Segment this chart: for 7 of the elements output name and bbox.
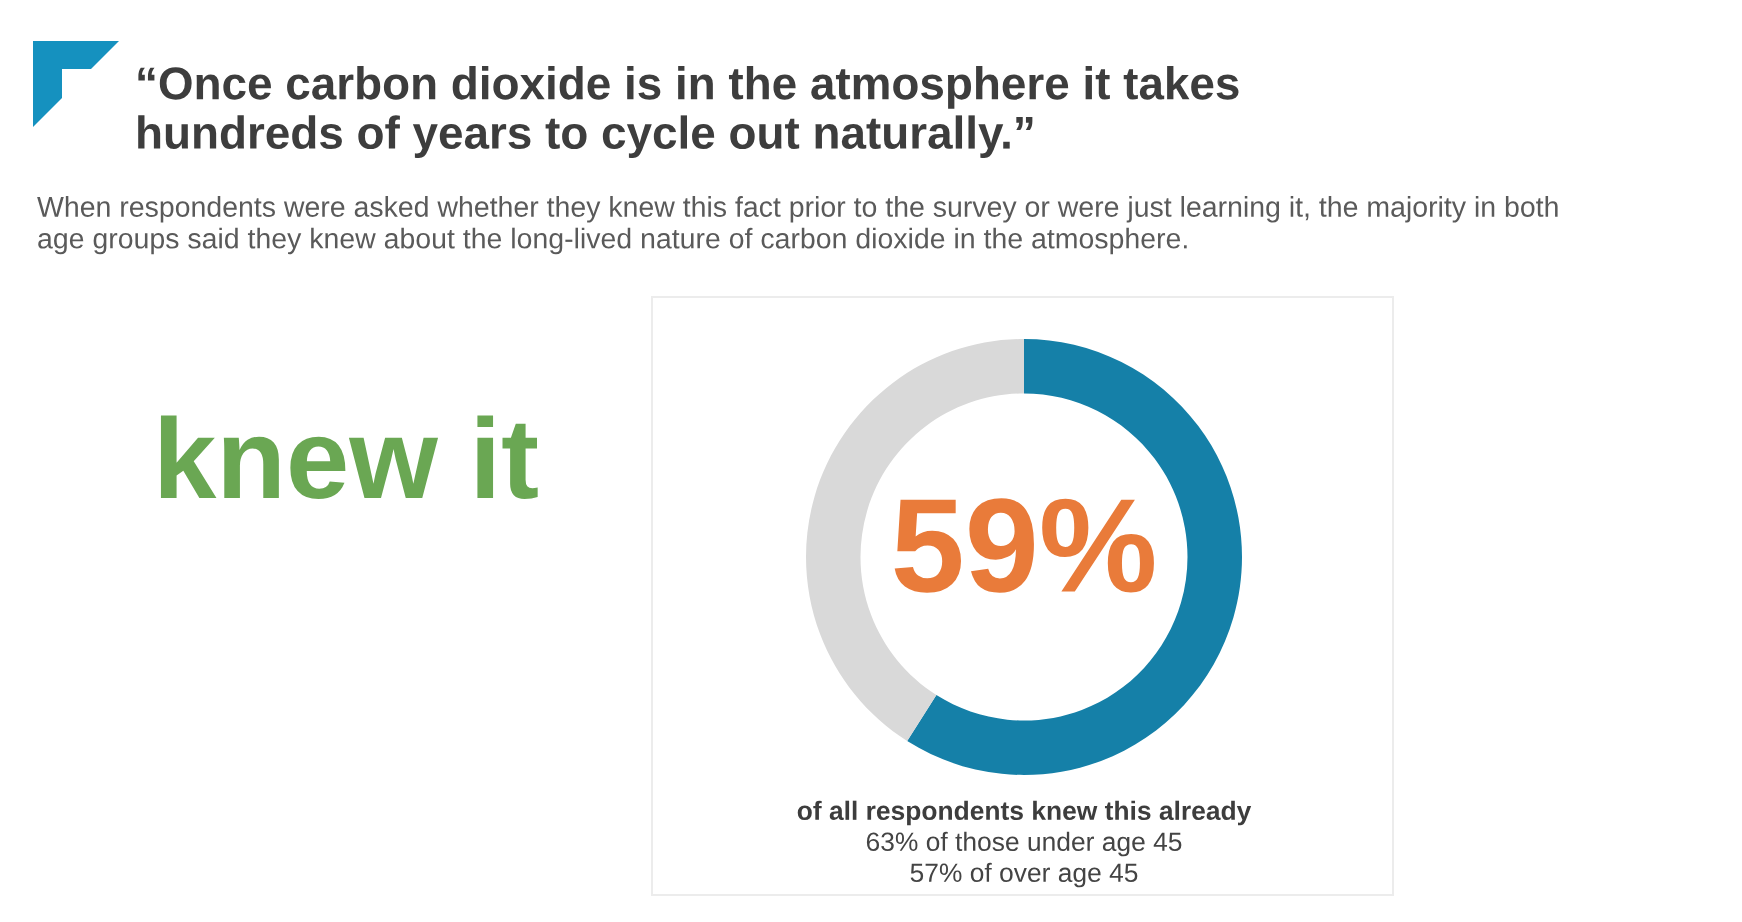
- text: 63% of those under age 45: [866, 831, 1182, 857]
- chart-subtitle: When respondents were asked whether they knew this fact prior to the survey or were just learning it, the majority in both age groups said they knew about the long-lived nature of carbon dioxide in the atmosphere.: [37, 196, 1558, 255]
- chart-title: “Once carbon dioxide is in the atmosphere it takes hundreds of years to cycle out naturally.”: [138, 66, 1239, 159]
- text: of all respondents knew this already: [797, 800, 1252, 826]
- text: 57% of over age 45: [910, 862, 1138, 888]
- text: knew it: [160, 415, 538, 500]
- data-label: 59%: [894, 498, 1154, 593]
